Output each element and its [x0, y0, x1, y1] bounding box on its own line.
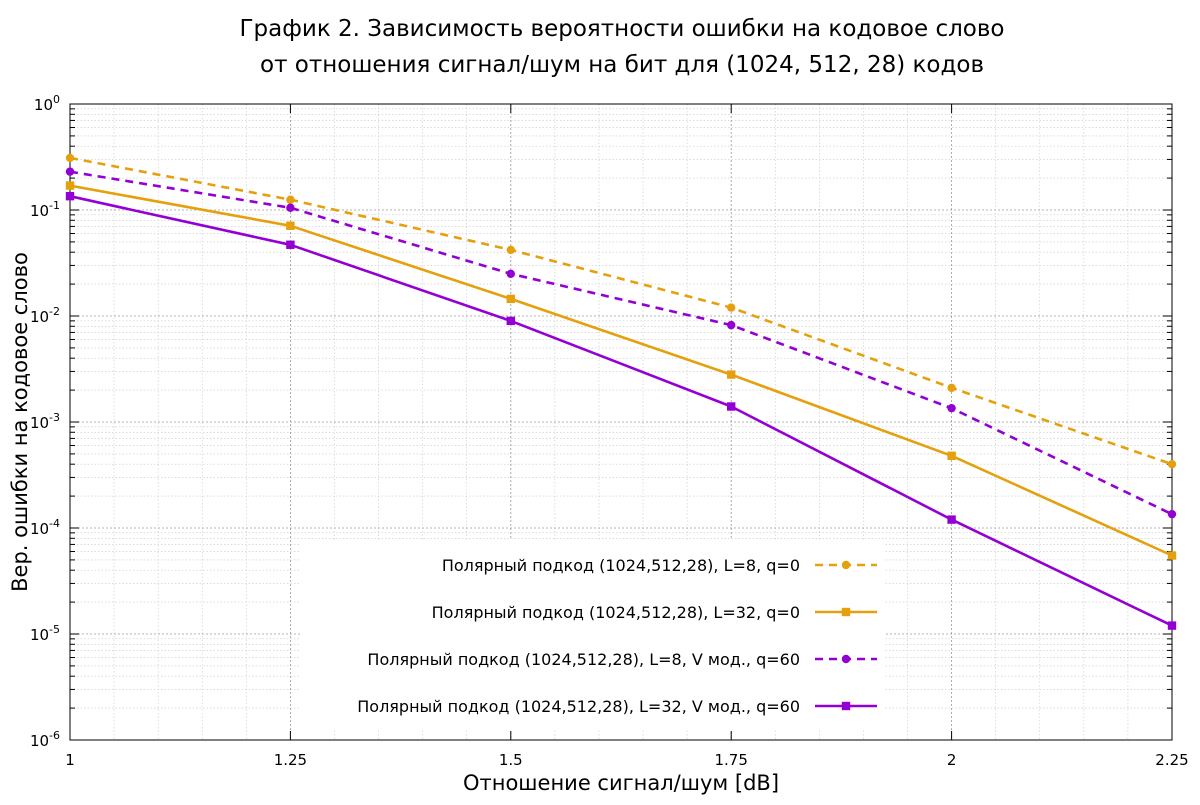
x-tick-label: 2.25: [1155, 751, 1188, 769]
data-point: [947, 515, 956, 524]
y-tick-label: 10-1: [30, 199, 60, 220]
legend-label: Полярный подкод (1024,512,28), L=8, q=0: [442, 556, 800, 575]
data-point: [947, 403, 956, 413]
legend-background: [300, 540, 885, 730]
y-tick-label: 10-3: [30, 411, 60, 432]
legend-label: Полярный подкод (1024,512,28), L=32, V м…: [357, 697, 800, 716]
series-line: [69, 194, 1173, 627]
data-point: [506, 294, 515, 304]
y-tick-base: 10: [30, 308, 49, 326]
legend: Полярный подкод (1024,512,28), L=8, q=0 П…: [300, 540, 885, 730]
data-point: [506, 269, 515, 279]
y-tick-label: 10-4: [30, 517, 60, 538]
y-tick-exponent: -1: [49, 199, 60, 212]
data-point: [1167, 509, 1177, 519]
y-tick-exponent: -6: [49, 729, 60, 742]
x-tick-label: 1.25: [274, 751, 307, 769]
data-point: [65, 191, 75, 201]
data-point: [1167, 551, 1177, 560]
data-point: [727, 402, 736, 411]
data-point: [286, 195, 295, 204]
series-3: [65, 167, 1177, 519]
y-tick-label: 10-5: [30, 623, 60, 644]
y-tick-exponent: -2: [49, 305, 60, 318]
data-point: [727, 303, 736, 312]
series-line: [69, 184, 1173, 557]
chart-title-line-2: от отношения сигнал/шум на бит для (1024…: [260, 52, 984, 78]
series-2: [65, 181, 1177, 560]
series-layer: [65, 153, 1177, 630]
chart-title-line-1: График 2. Зависимость вероятности ошибки…: [240, 16, 1005, 42]
x-tick-label: 2: [947, 751, 957, 769]
data-point: [506, 316, 515, 326]
data-point: [286, 203, 295, 212]
legend-marker: [841, 701, 851, 711]
legend-marker: [841, 560, 851, 570]
legend-label: Полярный подкод (1024,512,28), L=32, q=0: [432, 603, 800, 622]
y-tick-label: 10-2: [30, 305, 60, 326]
y-tick-exponent: -4: [49, 517, 60, 530]
y-tick-base: 10: [30, 202, 49, 220]
data-point: [727, 370, 736, 379]
legend-marker: [841, 607, 851, 617]
data-point: [65, 167, 75, 176]
x-tick-label: 1: [65, 751, 75, 769]
series-1: [65, 153, 1177, 469]
y-tick-exponent: -5: [49, 623, 60, 636]
series-line: [69, 170, 1173, 516]
legend-marker: [841, 654, 851, 664]
y-tick-base: 10: [30, 626, 49, 644]
series-line: [69, 156, 1173, 466]
series-4: [65, 191, 1177, 630]
x-axis-label: Отношение сигнал/шум [dB]: [463, 771, 779, 795]
data-point: [947, 451, 956, 460]
y-tick-base: 10: [34, 96, 53, 114]
y-tick-label: 10-6: [30, 729, 60, 750]
y-tick-label: 100: [34, 93, 60, 114]
y-tick-base: 10: [30, 414, 49, 432]
data-point: [727, 320, 736, 330]
y-tick-exponent: -3: [49, 411, 60, 424]
y-axis-label: Вер. ошибки на кодовое слово: [8, 252, 32, 592]
data-point: [286, 221, 295, 230]
data-point: [65, 153, 75, 163]
data-point: [286, 240, 295, 249]
legend-label: Полярный подкод (1024,512,28), L=8, V мо…: [367, 650, 800, 669]
data-point: [1167, 459, 1177, 469]
y-tick-exponent: 0: [53, 93, 60, 106]
x-tick-label: 1.75: [714, 751, 747, 769]
x-tick-label: 1.5: [499, 751, 523, 769]
data-point: [947, 383, 956, 393]
y-tick-base: 10: [30, 732, 49, 750]
data-point: [506, 245, 515, 255]
y-tick-base: 10: [30, 520, 49, 538]
data-point: [1167, 621, 1177, 630]
data-point: [65, 181, 75, 190]
